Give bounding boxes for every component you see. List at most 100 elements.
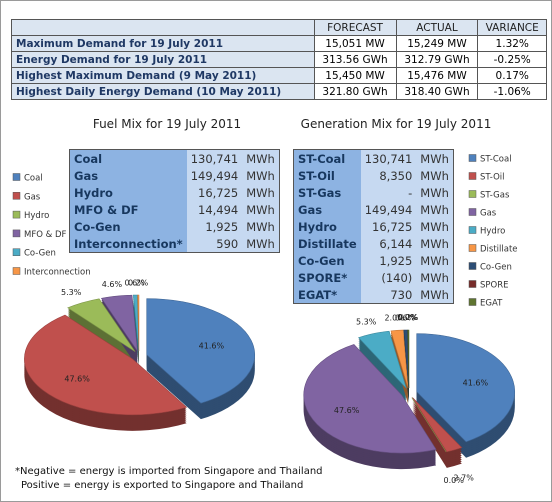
unit-cell: MWh [416,235,454,252]
unit-cell: MWh [416,286,454,304]
header-cell [11,19,315,36]
value-cell: 312.79 GWh [395,51,479,68]
chart-title: Generation Mix for 19 July 2011 [301,117,492,131]
label-cell: ST-Gas [293,184,361,201]
label-cell: Co-Gen [69,218,187,235]
slice [67,298,136,352]
value-cell: 130,741 [186,149,243,167]
slice [358,330,407,389]
slice [412,397,463,453]
table-row: Co-Gen 1,925 MWh [69,218,280,235]
label-cell: SPORE* [293,269,361,286]
data-label: 41.6% [199,342,225,351]
data-label: 47.6% [64,374,90,383]
slice [146,298,256,404]
label-cell: ST-Coal [293,149,361,167]
slice [303,344,437,454]
table-row: EGAT* 730 MWh [293,286,454,304]
value-cell: 1,925 [186,218,243,235]
legend-label: Gas [480,209,497,219]
table-row: Gas 149,494 MWh [293,201,454,218]
legend-swatch [468,262,477,270]
value-cell: 6,144 [360,235,417,252]
unit-cell: MWh [416,218,454,235]
value-cell: 8,350 [360,167,417,184]
legend-swatch [468,154,477,162]
legend-swatch [468,172,477,180]
value-cell: 16,725 [360,218,417,235]
table-row: Maximum Demand for 19 July 2011 15,051 MW… [11,35,547,52]
legend-swatch [468,298,477,306]
legend-label: ST-Gas [480,191,510,201]
label-cell: EGAT* [293,286,361,304]
legend-swatch [468,208,477,216]
label-cell: ST-Oil [293,167,361,184]
legend-swatch [12,248,21,256]
label-cell: Maximum Demand for 19 July 2011 [11,35,315,52]
legend-swatch [468,280,477,288]
label-cell: Distillate [293,235,361,252]
legend-label: Distillate [480,245,518,255]
label-cell: Coal [69,149,187,167]
value-cell: 1.32% [477,35,547,52]
value-cell: 130,741 [360,149,417,167]
label-cell: Highest Maximum Demand (9 May 2011) [11,67,315,84]
data-label: 0.0% [397,313,418,322]
value-cell: 16,725 [186,184,243,201]
value-cell: 15,476 MW [395,67,479,84]
table-row: FORECAST ACTUAL VARIANCE [11,19,547,36]
table-row: Energy Demand for 19 July 2011 313.56 GWh… [11,51,547,68]
table-row: Coal 130,741 MWh [69,149,280,167]
fuel-table: Coal 130,741 MWh Gas 149,494 MWh Hydro 16,725 MW… [69,149,280,253]
legend-label: Coal [24,174,43,184]
legend-label: SPORE [480,281,509,291]
slice [24,314,188,416]
value-cell: 15,450 MW [313,67,397,84]
table-row: Highest Daily Energy Demand (10 May 2011… [11,83,547,100]
value-cell: (140) [360,269,417,286]
value-cell: 1,925 [360,252,417,269]
label-cell: Gas [293,201,361,218]
data-label: 2.7% [454,473,475,482]
slice [390,329,409,389]
unit-cell: MWh [242,149,280,167]
data-label: 2.0% [384,314,405,323]
legend-label: MFO & DF [24,230,66,240]
header-cell: ACTUAL [395,19,479,36]
table-row: Highest Maximum Demand (9 May 2011) 15,45… [11,67,547,84]
slice [416,333,516,443]
value-cell: -0.25% [477,51,547,68]
unit-cell: MWh [416,167,454,184]
data-label: 0.2% [398,313,419,322]
unit-cell: MWh [416,269,454,286]
table-row: Hydro 16,725 MWh [69,184,280,201]
generation-table: ST-Coal 130,741 MWh ST-Oil 8,350 MWh ST-Gas - MW… [293,149,454,304]
data-label: 41.6% [463,378,489,387]
label-cell: Hydro [293,218,361,235]
footnote: Positive = energy is exported to Singapo… [21,480,303,491]
slice [100,294,138,352]
legend-label: ST-Coal [480,155,512,165]
label-cell: Hydro [69,184,187,201]
data-label: 5.3% [61,288,82,297]
legend-label: Co-Gen [480,263,512,273]
label-cell: Interconnection* [69,235,187,253]
data-label: 5.3% [356,318,377,327]
legend-label: Hydro [480,227,505,237]
table-row: MFO & DF 14,494 MWh [69,201,280,218]
legend-swatch [468,244,477,252]
value-cell: -1.06% [477,83,547,100]
label-cell: Co-Gen [293,252,361,269]
table-row: Co-Gen 1,925 MWh [293,252,454,269]
legend-label: Gas [24,192,41,202]
value-cell: - [360,184,417,201]
value-cell: 15,249 MW [395,35,479,52]
table-row: Hydro 16,725 MWh [293,218,454,235]
header-cell: VARIANCE [477,19,547,36]
label-cell: Highest Daily Energy Demand (10 May 2011… [11,83,315,100]
data-label: 4.6% [102,280,123,289]
legend-label: Co-Gen [24,249,56,259]
unit-cell: MWh [416,201,454,218]
footnote: *Negative = energy is imported from Sing… [15,466,323,477]
